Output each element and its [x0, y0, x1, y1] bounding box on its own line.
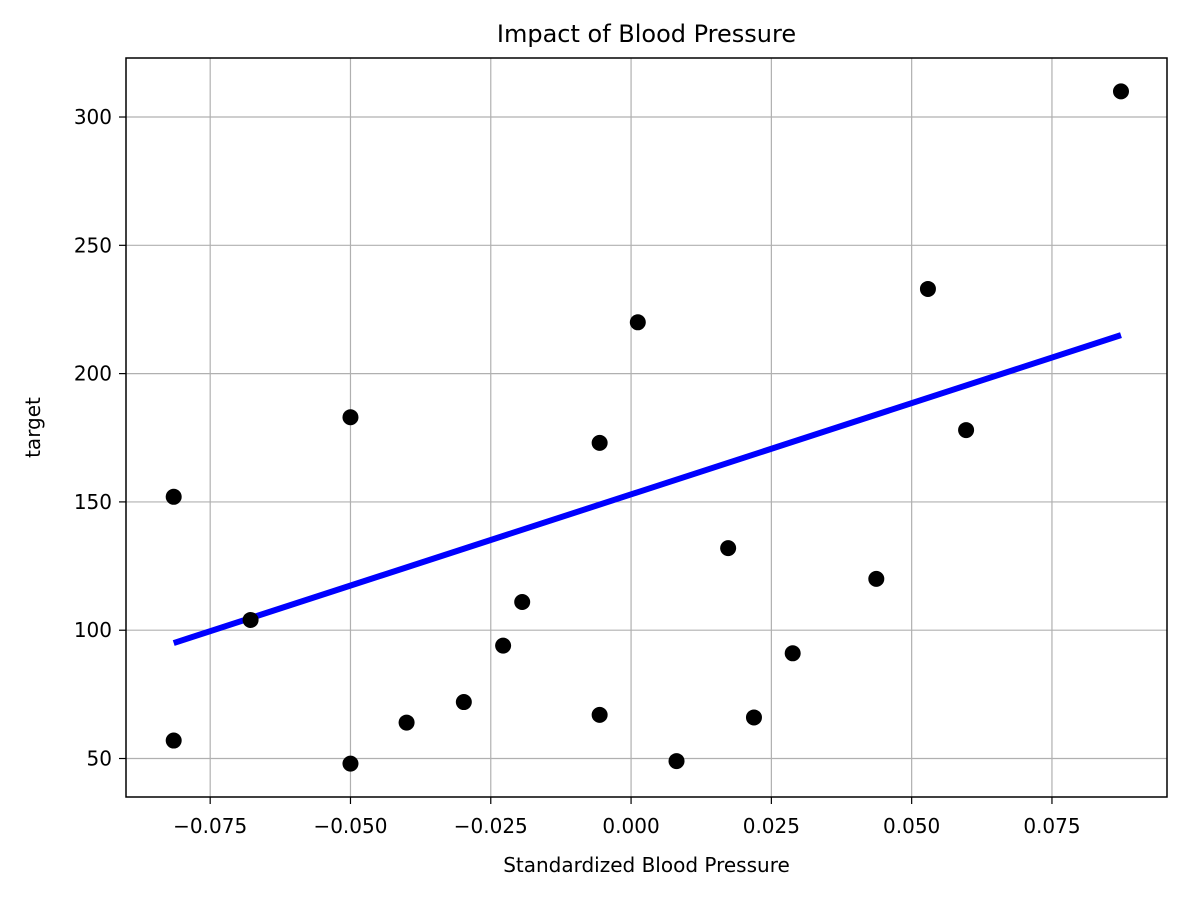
x-tick-label: 0.075	[1023, 814, 1080, 838]
y-tick-label: 300	[74, 105, 112, 129]
data-point	[720, 540, 737, 557]
data-point	[591, 434, 608, 451]
data-point	[342, 409, 359, 426]
x-tick-label: 0.000	[602, 814, 659, 838]
x-axis-ticks: −0.075 −0.050 −0.025 0.000 0.025 0.050 0.075	[173, 797, 1081, 838]
data-point	[868, 570, 885, 587]
regression-line	[172, 332, 1122, 646]
data-point	[514, 593, 531, 610]
x-tick-label: −0.050	[313, 814, 387, 838]
data-point	[668, 753, 685, 770]
x-tick-label: 0.025	[743, 814, 800, 838]
regression-line-layer	[172, 332, 1122, 646]
data-point	[958, 422, 975, 439]
data-point	[1112, 83, 1129, 100]
y-tick-label: 250	[74, 233, 112, 257]
x-axis-title: Standardized Blood Pressure	[503, 853, 790, 877]
data-point	[919, 280, 936, 297]
plot-frame	[125, 57, 1168, 798]
data-point	[495, 637, 512, 654]
scatter-points-layer	[165, 83, 1129, 772]
y-axis-title: target	[21, 397, 45, 458]
data-point	[398, 714, 415, 731]
data-point	[629, 314, 646, 331]
data-point	[784, 645, 801, 662]
data-point	[745, 709, 762, 726]
data-point	[591, 706, 608, 723]
x-tick-label: −0.075	[173, 814, 247, 838]
data-point	[342, 755, 359, 772]
data-point	[165, 488, 182, 505]
y-tick-label: 150	[74, 490, 112, 514]
data-point	[455, 694, 472, 711]
data-point	[242, 611, 259, 628]
y-tick-label: 100	[74, 618, 112, 642]
x-tick-label: −0.025	[454, 814, 528, 838]
y-axis-ticks: 50 100 150 200 250 300	[74, 105, 126, 771]
chart-title: Impact of Blood Pressure	[497, 20, 796, 48]
grid	[126, 58, 1167, 797]
data-point	[165, 732, 182, 749]
y-tick-label: 50	[87, 747, 112, 771]
y-tick-label: 200	[74, 362, 112, 386]
x-tick-label: 0.050	[883, 814, 940, 838]
